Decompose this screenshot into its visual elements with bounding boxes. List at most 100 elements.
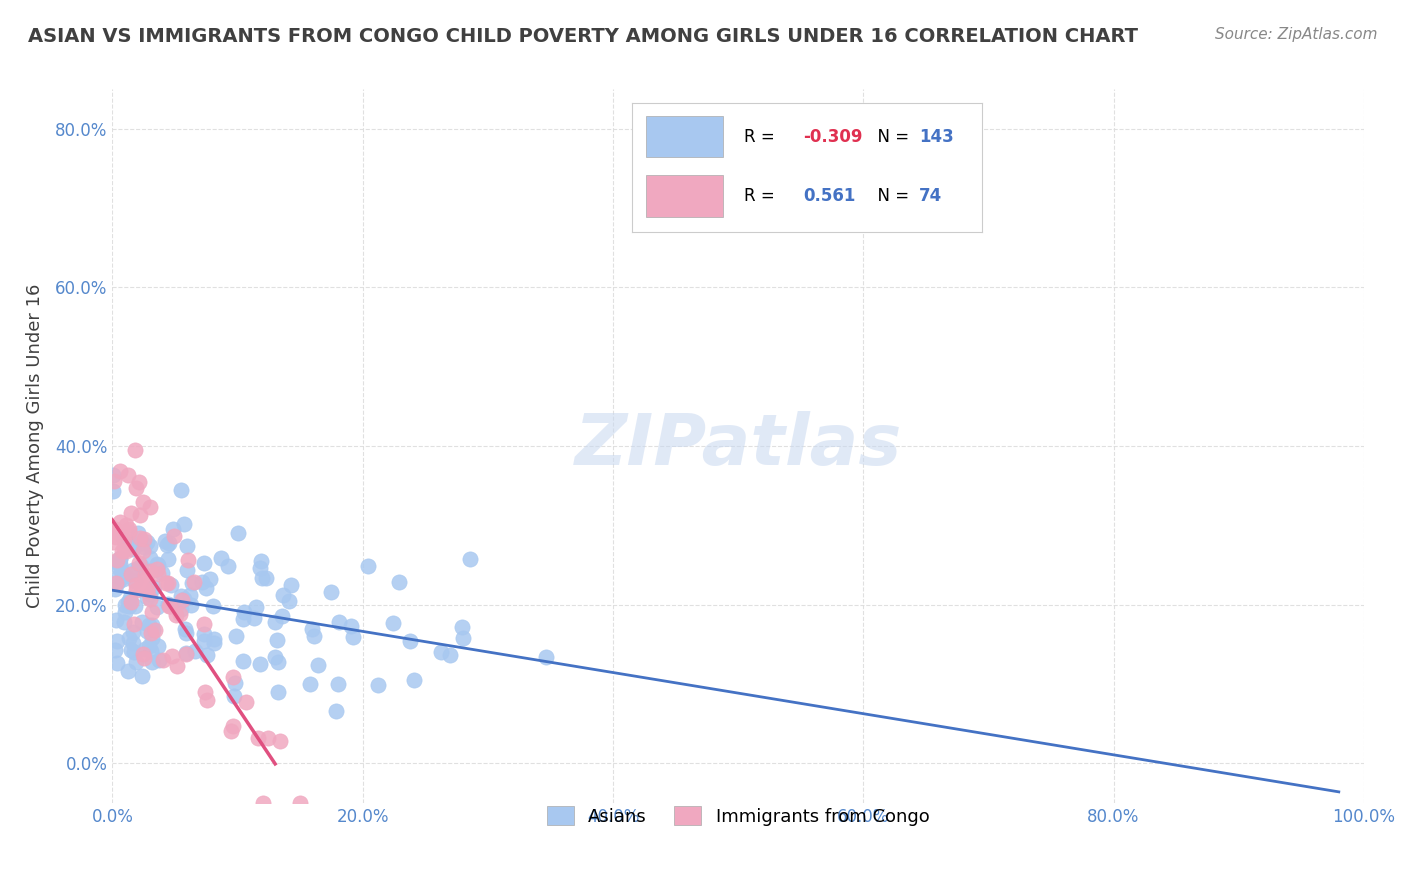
Point: [120, 643, 142, 657]
Point: [131, 578, 153, 592]
Point: [170, 483, 193, 498]
Point: [134, 568, 156, 582]
Point: [139, 643, 162, 657]
Point: [402, 673, 425, 688]
Point: [117, 664, 139, 678]
Point: [246, 731, 269, 745]
Point: [142, 581, 165, 595]
Point: [132, 495, 155, 509]
Point: [120, 507, 142, 521]
Point: [162, 522, 184, 536]
Point: [217, 558, 239, 573]
Point: [271, 588, 294, 602]
Point: [117, 467, 139, 482]
Point: [110, 557, 132, 571]
Point: [108, 551, 131, 566]
Y-axis label: Child Poverty Among Girls Under 16: Child Poverty Among Girls Under 16: [25, 284, 44, 608]
Point: [101, 534, 124, 549]
Point: [127, 537, 149, 551]
Point: [145, 557, 167, 571]
Point: [136, 534, 159, 549]
Point: [176, 539, 198, 553]
Point: [139, 587, 162, 601]
Point: [170, 589, 193, 603]
Point: [134, 582, 156, 597]
Point: [219, 723, 242, 738]
Point: [202, 632, 225, 646]
Point: [141, 631, 163, 645]
Point: [114, 598, 136, 612]
Point: [101, 467, 124, 482]
Point: [278, 594, 301, 608]
Point: [173, 622, 195, 636]
Point: [142, 623, 165, 637]
Point: [263, 649, 285, 664]
Point: [177, 553, 200, 567]
Point: [195, 648, 218, 663]
Point: [225, 629, 247, 643]
Point: [170, 592, 193, 607]
Point: [319, 584, 342, 599]
Point: [451, 632, 474, 646]
Point: [269, 734, 291, 748]
Point: [114, 533, 136, 548]
Point: [193, 633, 215, 648]
Point: [120, 566, 142, 581]
Point: [143, 623, 166, 637]
Point: [127, 525, 149, 540]
Point: [235, 695, 257, 709]
Point: [141, 625, 163, 640]
Point: [173, 592, 195, 607]
Point: [146, 558, 169, 572]
Point: [155, 576, 177, 591]
Point: [132, 532, 155, 546]
Point: [131, 615, 153, 630]
Point: [159, 578, 181, 592]
Point: [439, 648, 461, 662]
Point: [129, 532, 152, 546]
Point: [155, 538, 177, 552]
Point: [129, 558, 152, 573]
Point: [128, 556, 150, 570]
Point: [146, 639, 169, 653]
Point: [233, 605, 256, 619]
Point: [129, 508, 152, 522]
Point: [264, 615, 287, 629]
Point: [191, 575, 214, 590]
Point: [114, 605, 136, 619]
Point: [357, 558, 380, 573]
Point: [194, 685, 217, 699]
Point: [127, 560, 149, 574]
Point: [141, 606, 163, 620]
Point: [173, 516, 195, 531]
Point: [120, 591, 142, 605]
Point: [267, 684, 290, 698]
Point: [124, 578, 146, 592]
Point: [138, 564, 160, 578]
Point: [104, 555, 127, 569]
Point: [121, 636, 143, 650]
Point: [108, 561, 131, 575]
Point: [125, 481, 148, 495]
Point: [122, 624, 145, 639]
Point: [195, 581, 218, 595]
Point: [135, 590, 157, 604]
Point: [249, 554, 271, 568]
Point: [267, 656, 290, 670]
Point: [165, 607, 187, 622]
Point: [112, 615, 135, 629]
Point: [193, 557, 215, 571]
Point: [107, 575, 129, 590]
Point: [342, 630, 364, 644]
Point: [169, 601, 191, 615]
Point: [138, 591, 160, 606]
Point: [105, 525, 128, 540]
Point: [146, 599, 169, 614]
Point: [232, 612, 254, 626]
Point: [148, 653, 170, 667]
Point: [103, 474, 125, 488]
Point: [183, 574, 205, 589]
Point: [326, 677, 349, 691]
Point: [118, 525, 141, 540]
Point: [132, 650, 155, 665]
